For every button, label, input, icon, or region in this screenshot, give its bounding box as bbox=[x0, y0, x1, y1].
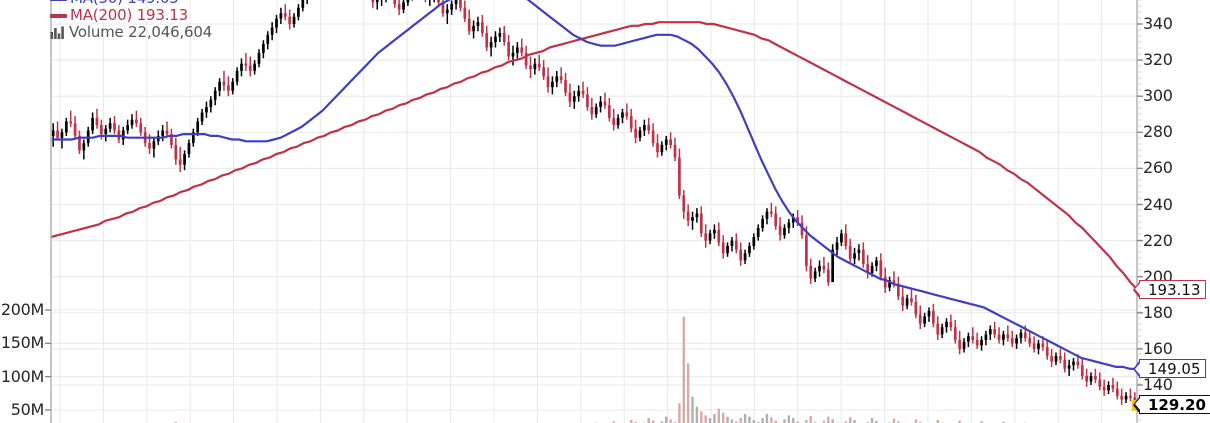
tag-pointer-icon bbox=[1133, 395, 1141, 414]
last-price-tag[interactable]: 129.20 bbox=[1133, 394, 1210, 414]
tag-pointer-icon bbox=[1133, 360, 1141, 379]
volume-bars-group bbox=[174, 316, 1027, 423]
price-tick-label: 180 bbox=[1143, 302, 1173, 322]
price-tick-label: 220 bbox=[1143, 230, 1173, 250]
price-tick-label: 140 bbox=[1143, 375, 1173, 394]
last-price-tag-value: 129.20 bbox=[1148, 395, 1206, 414]
legend-item-ma200[interactable]: MA(200) 193.13 bbox=[50, 7, 212, 24]
volume-tick-label: 100M bbox=[0, 366, 44, 386]
legend-label-ma50: MA(50) 149.05 bbox=[70, 0, 179, 7]
volume-tick-label: 200M bbox=[0, 300, 44, 319]
line-dash-red-icon bbox=[50, 13, 67, 18]
price-tick-label: 300 bbox=[1143, 86, 1173, 106]
ma200-price-tag-value: 193.13 bbox=[1148, 280, 1201, 299]
line-dash-blue-icon bbox=[50, 0, 67, 1]
ma50-price-tag-value: 149.05 bbox=[1148, 360, 1201, 379]
ma200-price-tag[interactable]: 193.13 bbox=[1133, 279, 1206, 299]
price-tick-label: 260 bbox=[1143, 158, 1173, 178]
price-tick-label: 340 bbox=[1143, 14, 1173, 33]
legend-label-ma200: MA(200) 193.13 bbox=[70, 6, 188, 24]
price-tick-label: 160 bbox=[1143, 338, 1173, 358]
price-tick-label: 280 bbox=[1143, 122, 1173, 142]
grid-group bbox=[51, 0, 1137, 423]
price-tick-label: 320 bbox=[1143, 50, 1173, 70]
tag-pointer-icon bbox=[1133, 280, 1141, 299]
volume-tick-label: 150M bbox=[0, 333, 44, 353]
ma50-price-tag[interactable]: 149.05 bbox=[1133, 359, 1206, 379]
ma50-line bbox=[51, 0, 1137, 370]
volume-tick-label: 50M bbox=[10, 400, 45, 419]
legend-label-volume: Volume 22,046,604 bbox=[69, 23, 213, 41]
legend-item-ma50[interactable]: MA(50) 149.05 bbox=[50, 0, 212, 7]
price-tick-label: 240 bbox=[1143, 194, 1173, 214]
volume-bars-icon bbox=[50, 26, 64, 39]
axis-lines-group bbox=[45, 0, 1143, 423]
candlestick-group bbox=[51, 0, 1137, 409]
legend-item-volume[interactable]: Volume 22,046,604 bbox=[50, 24, 212, 41]
chart-legend: MA(50) 149.05 MA(200) 193.13 Volume 22,0… bbox=[50, 0, 212, 41]
ma200-line bbox=[50, 21, 1138, 291]
